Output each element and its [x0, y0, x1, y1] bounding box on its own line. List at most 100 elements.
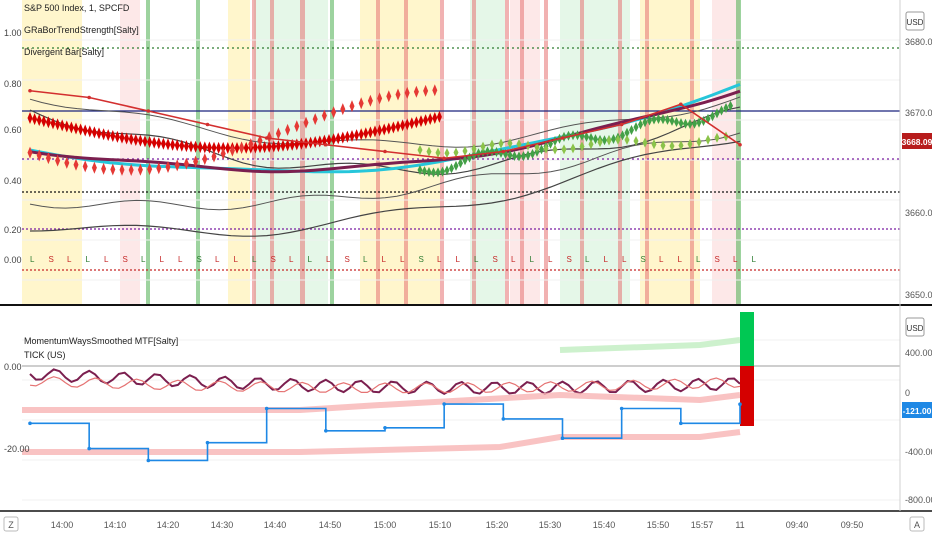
divergent-marker: [114, 130, 120, 143]
divergent-marker: [41, 115, 47, 128]
divergent-marker: [395, 120, 401, 133]
trend-marker: [579, 141, 585, 152]
trend-marker: [642, 137, 648, 148]
price-line-point: [442, 156, 446, 161]
trend-marker: [426, 166, 432, 177]
divergent-marker: [312, 136, 318, 149]
envelope-upper-inner: [29, 96, 741, 148]
time-tick: 15:40: [593, 520, 616, 530]
right-tick: 3670.00: [905, 108, 932, 118]
divergent-marker: [280, 139, 286, 152]
top-price-axis[interactable]: USD 3680.00 3670.00 3660.00 3650.00 3668…: [902, 11, 932, 300]
trend-marker: [665, 114, 670, 125]
divergent-marker: [206, 141, 212, 154]
right-tick: -800.00: [905, 495, 932, 505]
trend-marker: [638, 119, 643, 130]
legend-indicator-trend[interactable]: GRaBorTrendStrength[Salty]: [24, 25, 139, 35]
signal-letter: L: [474, 255, 479, 264]
divergent-marker: [45, 152, 51, 165]
time-tick: 14:10: [104, 520, 127, 530]
trend-marker: [516, 151, 522, 162]
divergent-marker: [82, 124, 88, 137]
time-tick: 09:40: [786, 520, 809, 530]
trend-marker: [687, 119, 693, 130]
trend-marker: [480, 141, 486, 152]
signal-letter: L: [234, 255, 239, 264]
signal-letter: L: [548, 255, 553, 264]
signal-letter: L: [511, 255, 516, 264]
legend-symbol[interactable]: S&P 500 Index, 1, SPCFD: [24, 3, 130, 13]
divergent-marker: [142, 135, 148, 148]
divergent-marker: [436, 110, 442, 123]
legend-tick[interactable]: TICK (US): [24, 350, 66, 360]
divergent-marker: [395, 88, 401, 101]
price-line-point: [146, 109, 151, 113]
divergent-marker: [266, 131, 272, 144]
divergent-marker: [321, 109, 327, 122]
trend-marker: [462, 145, 468, 156]
band-lower: [22, 391, 741, 413]
divergent-marker: [423, 84, 429, 97]
price-line-point: [560, 136, 565, 140]
trend-marker: [561, 144, 567, 155]
legend-momentum[interactable]: MomentumWaysSmoothed MTF[Salty]: [24, 336, 178, 346]
divergent-marker: [119, 163, 125, 176]
divergent-marker: [413, 116, 419, 129]
divergent-marker: [64, 120, 70, 133]
trend-marker: [620, 130, 625, 141]
trend-marker: [624, 127, 630, 138]
divergent-marker: [73, 122, 79, 135]
divergent-marker: [183, 157, 189, 170]
trend-marker: [453, 147, 459, 158]
auto-scale-icon[interactable]: [909, 516, 925, 532]
trend-marker: [633, 122, 639, 133]
divergent-marker: [216, 141, 222, 154]
timezone-icon[interactable]: [3, 516, 19, 532]
trend-marker: [530, 148, 535, 159]
bottom-price-axis[interactable]: USD 400.00 0 -400.00 -800.00 -121.00: [902, 317, 932, 505]
signal-letter: L: [604, 255, 609, 264]
trend-marker: [489, 146, 495, 157]
background-band: [228, 0, 250, 305]
trend-marker: [422, 166, 427, 177]
envelope-upper: [29, 106, 741, 175]
signal-stripe: [252, 0, 256, 305]
trend-marker: [624, 134, 630, 145]
tick-line-point: [324, 428, 328, 433]
currency-box[interactable]: [905, 317, 925, 337]
currency-box[interactable]: [905, 11, 925, 31]
price-badge-label: -121.00: [903, 406, 932, 416]
signal-letter: L: [456, 255, 461, 264]
trend-marker: [602, 135, 607, 146]
divergent-marker: [377, 92, 383, 105]
left-tick: 0.60: [4, 125, 22, 135]
divergent-marker: [50, 117, 56, 130]
divergent-marker: [137, 163, 143, 176]
divergent-marker: [257, 134, 263, 147]
right-tick: 0: [905, 388, 910, 398]
tick-line-point: [679, 421, 683, 426]
divergent-marker: [147, 136, 153, 149]
trend-marker: [606, 135, 612, 146]
divergent-marker: [137, 134, 143, 147]
background-band: [254, 0, 328, 305]
signal-letter: L: [622, 255, 627, 264]
time-axis[interactable]: 14:00 14:10 14:20 14:30 14:40 14:50 15:00 15:10…: [51, 520, 864, 530]
legend-indicator-divergent[interactable]: Divergent Bar[Salty]: [24, 47, 104, 57]
signal-stripe: [736, 0, 741, 305]
auto-scale-icon-label: A: [914, 520, 920, 530]
trend-marker: [705, 134, 711, 145]
right-tick: 3680.00: [905, 37, 932, 47]
momentum-bar-up: [740, 312, 754, 366]
divergent-marker: [119, 131, 125, 144]
divergent-marker: [303, 116, 309, 129]
trend-marker: [507, 138, 513, 149]
divergent-marker: [349, 129, 355, 142]
signal-letter: L: [585, 255, 590, 264]
divergent-marker: [432, 84, 438, 97]
divergent-marker: [91, 161, 97, 174]
trend-marker: [647, 115, 652, 126]
left-tick: 1.00: [4, 28, 22, 38]
tick-line-point: [619, 406, 624, 411]
